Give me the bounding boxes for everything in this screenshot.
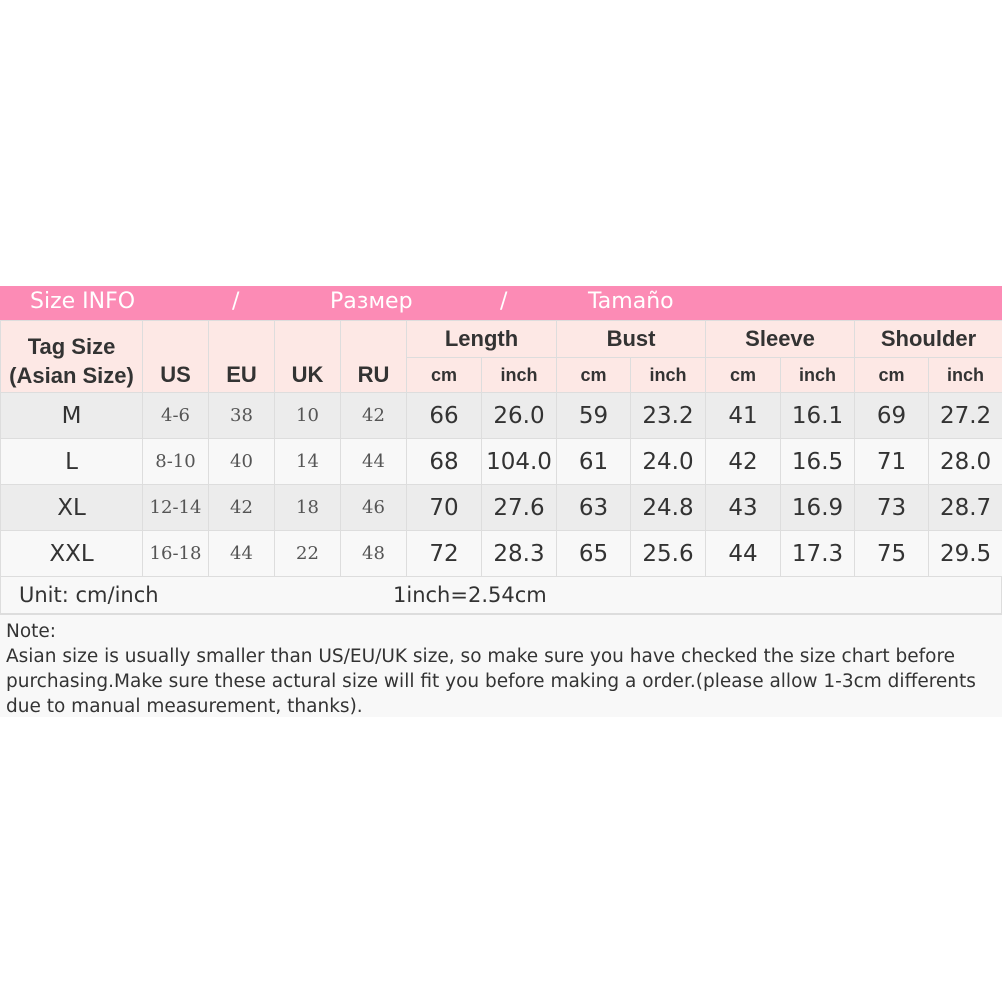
table-cell: 44 [705,530,782,577]
banner-es: Tamaño [588,289,674,314]
table-cell: 28.3 [480,530,558,577]
header-uk: UK [274,320,341,393]
table-cell: 25.6 [630,530,707,577]
table-cell: 24.8 [630,484,707,531]
banner-sep: / [500,289,508,314]
header-inch: inch [480,357,558,393]
table-cell: 16.1 [780,392,856,439]
table-row: XXL 16-18 44 22 48 72 28.3 65 25.6 44 17.3 75 29.5 [0,530,1002,577]
table-cell: 43 [705,484,782,531]
header-ru: RU [340,320,407,393]
header-bust: Bust [556,320,707,358]
table-cell: XL [0,484,143,531]
table-cell: 23.2 [630,392,707,439]
unit-label: Unit: cm/inch [19,583,159,607]
table-cell: L [0,438,143,485]
unit-row: Unit: cm/inch 1inch=2.54cm [0,577,1002,614]
table-cell: 24.0 [630,438,707,485]
header-length: Length [405,320,558,358]
table-cell: 16-18 [142,530,209,577]
table-cell: 48 [340,530,407,577]
table-cell: 27.2 [928,392,1002,439]
header-cm: cm [705,357,782,393]
table-cell: 4-6 [142,392,209,439]
header-shoulder: Shoulder [854,320,1002,358]
table-row: L 8-10 40 14 44 68 104.0 61 24.0 42 16.5 71 28.0 [0,438,1002,485]
table-cell: 46 [340,484,407,531]
table-cell: 68 [406,438,482,485]
table-cell: 44 [208,530,275,577]
table-cell: 65 [556,530,632,577]
table-cell: 29.5 [928,530,1002,577]
table-cell: 14 [274,438,341,485]
table-cell: 73 [854,484,930,531]
table-cell: 38 [208,392,275,439]
table-cell: 17.3 [780,530,856,577]
size-chart: Size INFO / Размер / Tamaño Tag Size (As… [0,286,1002,717]
table-cell: 26.0 [480,392,558,439]
table-cell: 8-10 [142,438,209,485]
table-cell: 42 [705,438,782,485]
table-cell: 41 [705,392,782,439]
table-cell: 22 [274,530,341,577]
table-row: M 4-6 38 10 42 66 26.0 59 23.2 41 16.1 69 27.2 [0,392,1002,439]
header-inch: inch [780,357,856,393]
table-cell: 63 [556,484,632,531]
header-us: US [142,320,209,393]
header-inch: inch [928,357,1002,393]
table-cell: 75 [854,530,930,577]
header-cm: cm [406,357,482,393]
unit-conversion: 1inch=2.54cm [393,583,547,607]
header-sleeve: Sleeve [705,320,856,358]
table-cell: 16.5 [780,438,856,485]
banner-en: Size INFO [30,289,136,314]
table-cell: 69 [854,392,930,439]
table-cell: 12-14 [142,484,209,531]
table-cell: 28.7 [928,484,1002,531]
header-inch: inch [630,357,707,393]
table-cell: 104.0 [480,438,558,485]
table-cell: 44 [340,438,407,485]
table-cell: 72 [406,530,482,577]
table-cell: 61 [556,438,632,485]
table-cell: 59 [556,392,632,439]
table-cell: 28.0 [928,438,1002,485]
size-table: Tag Size (Asian Size) US EU UK RU Length… [0,320,1002,577]
header-tag-size: Tag Size (Asian Size) [0,320,143,393]
table-cell: 42 [208,484,275,531]
note: Note: Asian size is usually smaller than… [0,614,1002,717]
header-cm: cm [854,357,930,393]
table-cell: M [0,392,143,439]
asian-size-label: (Asian Size) [9,362,134,388]
table-cell: 27.6 [480,484,558,531]
table-cell: 16.9 [780,484,856,531]
header-cm: cm [556,357,632,393]
table-cell: 42 [340,392,407,439]
note-title: Note: [6,621,57,642]
banner-sep: / [232,289,240,314]
table-cell: 10 [274,392,341,439]
tag-size-label: Tag Size [27,333,116,359]
note-text: Asian size is usually smaller than US/EU… [6,646,976,717]
table-cell: 40 [208,438,275,485]
table-cell: 70 [406,484,482,531]
table-row: XL 12-14 42 18 46 70 27.6 63 24.8 43 16.9 73 28.7 [0,484,1002,531]
size-info-banner: Size INFO / Размер / Tamaño [0,286,1002,320]
table-cell: 66 [406,392,482,439]
banner-ru: Размер [330,289,413,314]
table-cell: 18 [274,484,341,531]
header-eu: EU [208,320,275,393]
table-cell: XXL [0,530,143,577]
table-cell: 71 [854,438,930,485]
